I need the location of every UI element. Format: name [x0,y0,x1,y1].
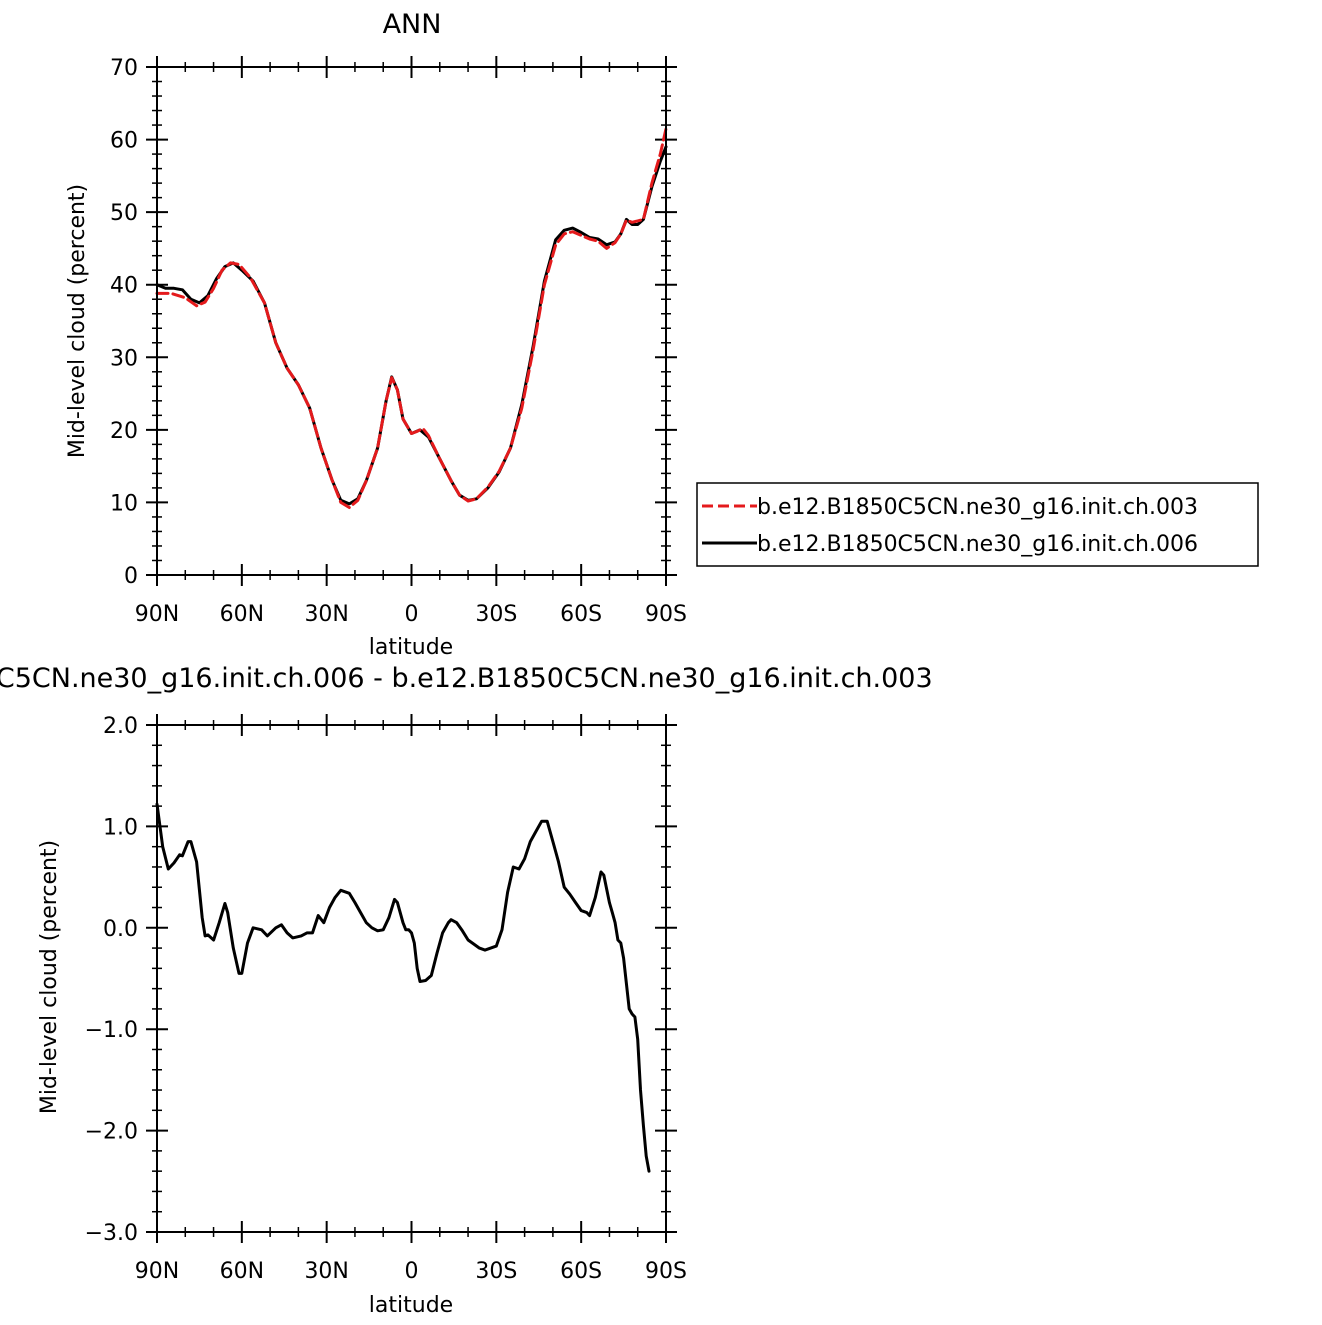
legend: b.e12.B1850C5CN.ne30_g16.init.ch.003 b.e… [696,482,1259,567]
x-tick-label: 30S [475,1259,517,1284]
series-line-1 [155,127,668,509]
x-tick-label: 90S [645,602,687,627]
x-tick-label: 0 [405,602,419,627]
bottom-x-axis-label: latitude [369,1293,453,1318]
x-tick-label: 90S [645,1259,687,1284]
x-tick-label: 30N [304,602,348,627]
y-tick-label: 60 [110,129,138,154]
top-x-axis-label: latitude [369,635,453,660]
top-chart-title: ANN [383,9,442,40]
y-tick-label: 20 [110,419,138,444]
top-axis-ticks [146,56,677,586]
legend-box [696,482,1259,567]
bottom-y-tick-labels: −3.0 −2.0 −1.0 0.0 1.0 2.0 [85,714,138,1246]
series-line-1 [155,802,651,1173]
bottom-plot-frame [156,724,667,1233]
x-tick-label: 0 [405,1259,419,1284]
bottom-difference-panel: b.e12.B1850C5CN.ne30_g16.init.ch.006 - b… [0,663,933,1318]
y-tick-label: 1.0 [103,815,138,840]
y-tick-label: −2.0 [85,1120,138,1145]
bottom-y-axis-label: Mid-level cloud (percent) [37,840,62,1114]
series-line-2 [155,145,668,506]
top-line-panel: ANN 90N 60N 30N 0 30S 60S 90S 010203040506070 … [65,9,1259,660]
x-tick-label: 30S [475,602,517,627]
top-y-axis-label: Mid-level cloud (percent) [65,184,90,458]
y-tick-label: 40 [110,274,138,299]
legend-label-series-006: b.e12.B1850C5CN.ne30_g16.init.ch.006 [757,532,1198,557]
y-tick-label: 2.0 [103,714,138,739]
x-tick-label: 30N [304,1259,348,1284]
x-tick-label: 90N [135,602,179,627]
y-tick-label: 0 [124,564,138,589]
bottom-series-lines [155,802,651,1173]
x-tick-label: 60N [220,602,264,627]
bottom-x-tick-labels: 90N 60N 30N 0 30S 60S 90S [135,1259,687,1284]
x-tick-label: 60S [560,602,602,627]
top-series-lines [155,127,668,509]
top-plot-frame [156,66,667,576]
bottom-chart-title: b.e12.B1850C5CN.ne30_g16.init.ch.006 - b… [0,663,933,694]
top-x-tick-labels: 90N 60N 30N 0 30S 60S 90S [135,602,687,627]
y-tick-label: 10 [110,491,138,516]
y-tick-label: 0.0 [103,917,138,942]
y-tick-label: 30 [110,346,138,371]
y-tick-label: −3.0 [85,1221,138,1246]
y-tick-label: 50 [110,201,138,226]
y-tick-label: −1.0 [85,1018,138,1043]
top-y-tick-labels: 0 10 20 30 40 50 60 70 [110,56,138,589]
y-tick-label: 70 [110,56,138,81]
bottom-axis-ticks [146,714,677,1243]
x-tick-label: 60S [560,1259,602,1284]
x-tick-label: 90N [135,1259,179,1284]
x-tick-label: 60N [220,1259,264,1284]
legend-label-series-003: b.e12.B1850C5CN.ne30_g16.init.ch.003 [757,495,1198,520]
